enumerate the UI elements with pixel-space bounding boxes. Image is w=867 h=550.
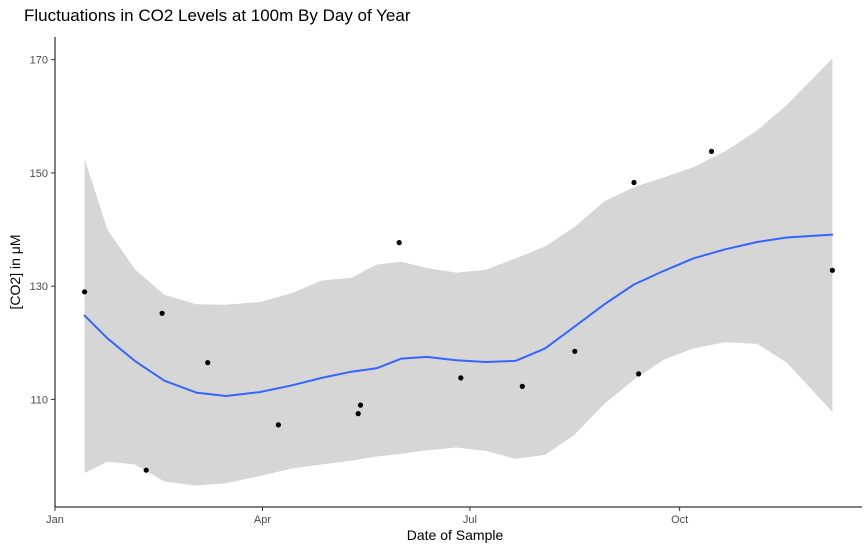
data-point bbox=[159, 310, 165, 316]
x-axis-title: Date of Sample bbox=[407, 527, 504, 543]
data-point bbox=[355, 411, 361, 417]
x-tick-label: Jan bbox=[46, 514, 64, 526]
data-point bbox=[458, 375, 464, 381]
y-axis-title: [CO2] in μM bbox=[7, 235, 23, 310]
data-point bbox=[143, 467, 149, 473]
y-tick-label: 130 bbox=[30, 281, 48, 293]
confidence-band-layer bbox=[84, 58, 833, 486]
y-tick-label: 150 bbox=[30, 168, 48, 180]
data-point bbox=[82, 289, 88, 295]
data-point bbox=[519, 383, 525, 389]
x-tick-label: Jul bbox=[463, 514, 477, 526]
y-tick-label: 110 bbox=[30, 394, 48, 406]
chart-title: Fluctuations in CO2 Levels at 100m By Da… bbox=[24, 6, 411, 25]
confidence-band bbox=[84, 58, 833, 486]
data-point bbox=[572, 348, 578, 354]
data-point bbox=[708, 148, 715, 154]
smooth-fit-line bbox=[83, 233, 834, 397]
data-point bbox=[275, 422, 281, 428]
data-point bbox=[636, 371, 642, 377]
data-points-layer bbox=[82, 148, 836, 473]
x-ticks: Jan Apr Jul Oct bbox=[46, 507, 688, 526]
y-tick-label: 170 bbox=[30, 55, 48, 67]
data-point bbox=[205, 360, 211, 366]
y-ticks: 110 130 150 170 bbox=[30, 55, 55, 406]
data-point bbox=[631, 179, 637, 186]
x-tick-label: Oct bbox=[671, 514, 688, 526]
data-point bbox=[829, 267, 836, 273]
data-point bbox=[357, 402, 364, 408]
smooth-line-layer bbox=[83, 233, 834, 397]
x-tick-label: Apr bbox=[254, 514, 271, 526]
data-point bbox=[396, 240, 402, 246]
